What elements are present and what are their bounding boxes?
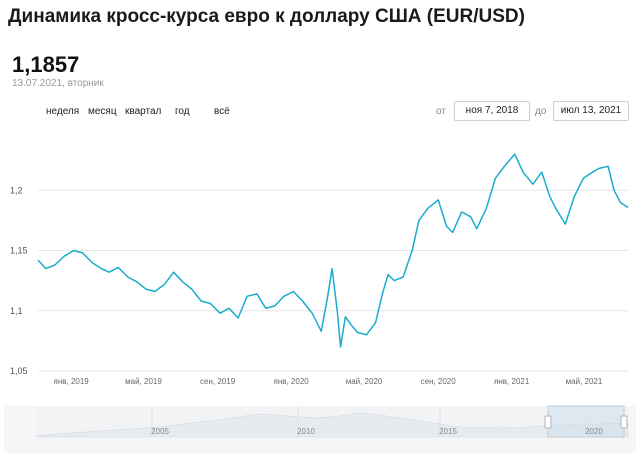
tab-all[interactable]: всё <box>214 106 230 117</box>
tab-quarter[interactable]: квартал <box>125 106 162 117</box>
x-tick-label: янв, 2021 <box>494 377 530 386</box>
y-tick-label: 1,15 <box>10 246 28 256</box>
current-rate: 1,1857 <box>12 52 80 77</box>
navigator-handle[interactable] <box>620 415 628 429</box>
y-tick-label: 1,2 <box>10 185 23 195</box>
x-tick-label: янв, 2019 <box>54 377 90 386</box>
tab-month[interactable]: месяц <box>88 106 117 117</box>
range-from-input[interactable]: ноя 7, 2018 <box>454 101 530 121</box>
y-tick-label: 1,05 <box>10 366 28 376</box>
chart-panel: 1,1857 13.07.2021, вторник неделя месяц … <box>4 40 636 454</box>
y-tick-label: 1,1 <box>10 306 23 316</box>
range-from-label: от <box>436 106 446 117</box>
navigator-year-label: 2015 <box>439 427 457 436</box>
tab-year[interactable]: год <box>175 106 190 117</box>
page-title: Динамика кросс-курса евро к доллару США … <box>8 6 525 27</box>
navigator-year-label: 2020 <box>585 427 603 436</box>
navigator-year-label: 2010 <box>297 427 315 436</box>
tab-week[interactable]: неделя <box>46 106 80 117</box>
range-to-label: до <box>535 106 547 117</box>
x-tick-label: янв, 2020 <box>273 377 309 386</box>
current-date: 13.07.2021, вторник <box>12 78 104 89</box>
x-tick-label: сен, 2020 <box>421 377 457 386</box>
series-line <box>37 153 629 348</box>
x-tick-label: май, 2021 <box>566 377 603 386</box>
navigator-area <box>35 412 629 438</box>
x-tick-label: май, 2020 <box>346 377 383 386</box>
chart-card: 1,1857 13.07.2021, вторник неделя месяц … <box>4 40 636 406</box>
range-to-input[interactable]: июл 13, 2021 <box>553 101 629 121</box>
x-tick-label: сен, 2019 <box>200 377 236 386</box>
x-tick-label: май, 2019 <box>125 377 162 386</box>
navigator-year-label: 2005 <box>151 427 169 436</box>
navigator-handle[interactable] <box>544 415 552 429</box>
navigator[interactable]: 2005 2010 2015 2020 <box>35 405 629 438</box>
